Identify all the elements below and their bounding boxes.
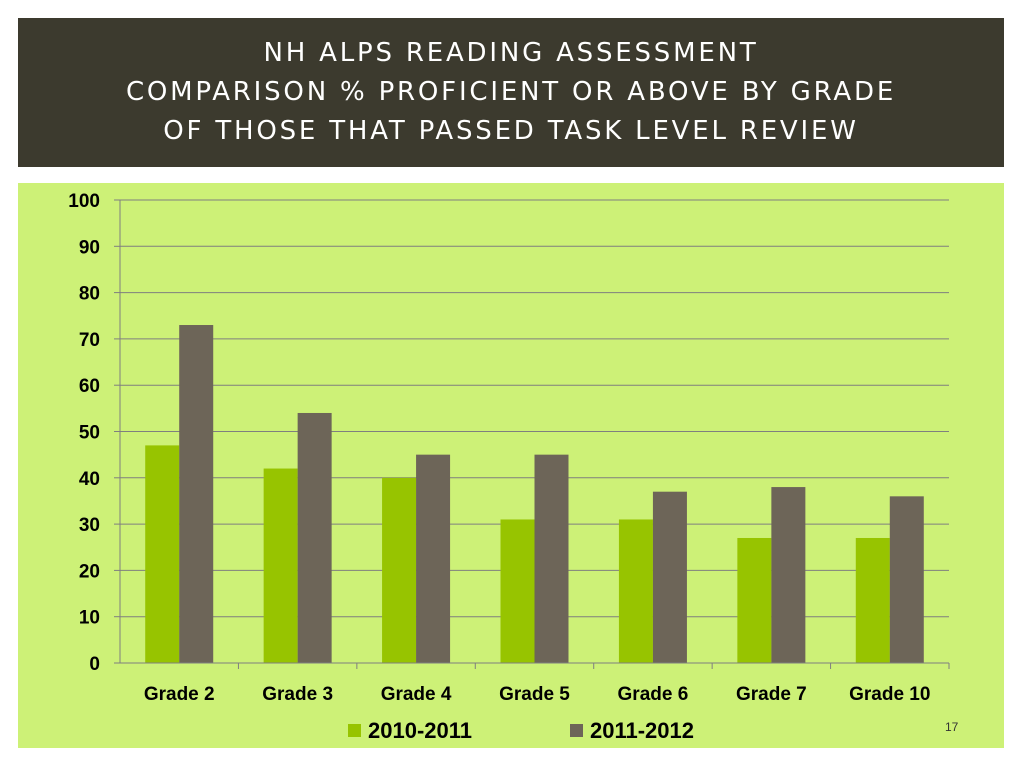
x-tick-label: Grade 6 xyxy=(618,684,689,705)
x-tick-label: Grade 4 xyxy=(381,684,452,705)
axis-labels: 0 10 20 30 40 50 60 70 80 90 100 Grade 2 Grade 3 Grad… xyxy=(68,191,930,705)
y-tick-label: 60 xyxy=(79,376,100,397)
y-tick-label: 0 xyxy=(89,654,100,675)
bar-grade-2-2011-2012 xyxy=(179,325,214,663)
y-tick-label: 50 xyxy=(79,423,100,444)
legend: 2010-2011 2011-2012 xyxy=(348,718,694,743)
bar-grade-10-2010-2011 xyxy=(855,537,890,663)
legend-label: 2010-2011 xyxy=(368,718,472,743)
bar-grade-7-2010-2011 xyxy=(737,537,772,663)
x-tick-label: Grade 10 xyxy=(849,684,930,705)
bar-chart: 0 10 20 30 40 50 60 70 80 90 100 Grade 2 Grade 3 Grad… xyxy=(68,191,950,743)
x-tick-label: Grade 2 xyxy=(144,684,215,705)
title-line-3: OF THOSE THAT PASSED TASK LEVEL REVIEW xyxy=(163,116,859,146)
y-tick-label: 20 xyxy=(79,561,100,582)
bar-grade-3-2010-2011 xyxy=(263,468,298,663)
chart-panel: 0 10 20 30 40 50 60 70 80 90 100 Grade 2 Grade 3 Grad… xyxy=(18,183,1004,748)
bar-grade-6-2010-2011 xyxy=(618,519,653,663)
bar-grade-4-2010-2011 xyxy=(382,477,417,663)
legend-swatch xyxy=(348,724,361,737)
bar-grade-4-2011-2012 xyxy=(416,454,451,663)
slide-title: NH ALPS READING ASSESSMENT COMPARISON % … xyxy=(18,18,1004,167)
y-tick-label: 90 xyxy=(79,237,100,258)
x-tick-label: Grade 5 xyxy=(499,684,570,705)
axes xyxy=(114,199,950,669)
x-tick-label: Grade 7 xyxy=(736,684,807,705)
y-tick-label: 100 xyxy=(68,191,100,212)
legend-label: 2011-2012 xyxy=(590,718,694,743)
x-tick-label: Grade 3 xyxy=(262,684,333,705)
title-line-1: NH ALPS READING ASSESSMENT xyxy=(263,38,759,68)
bar-grade-2-2010-2011 xyxy=(145,445,180,663)
bars xyxy=(145,325,924,663)
y-tick-label: 70 xyxy=(79,330,100,351)
bar-grade-7-2011-2012 xyxy=(771,487,806,663)
bar-grade-5-2011-2012 xyxy=(534,454,569,663)
title-line-2: COMPARISON % PROFICIENT OR ABOVE BY GRAD… xyxy=(125,77,897,107)
y-tick-label: 30 xyxy=(79,515,100,536)
y-tick-label: 80 xyxy=(79,284,100,305)
legend-swatch xyxy=(570,724,583,737)
bar-grade-5-2010-2011 xyxy=(500,519,535,663)
y-tick-label: 40 xyxy=(79,469,100,490)
gridlines xyxy=(120,199,949,618)
bar-grade-10-2011-2012 xyxy=(889,496,924,663)
bar-grade-3-2011-2012 xyxy=(297,412,332,663)
y-tick-label: 10 xyxy=(79,608,100,629)
page-number: 17 xyxy=(945,720,959,734)
bar-grade-6-2011-2012 xyxy=(652,491,687,663)
